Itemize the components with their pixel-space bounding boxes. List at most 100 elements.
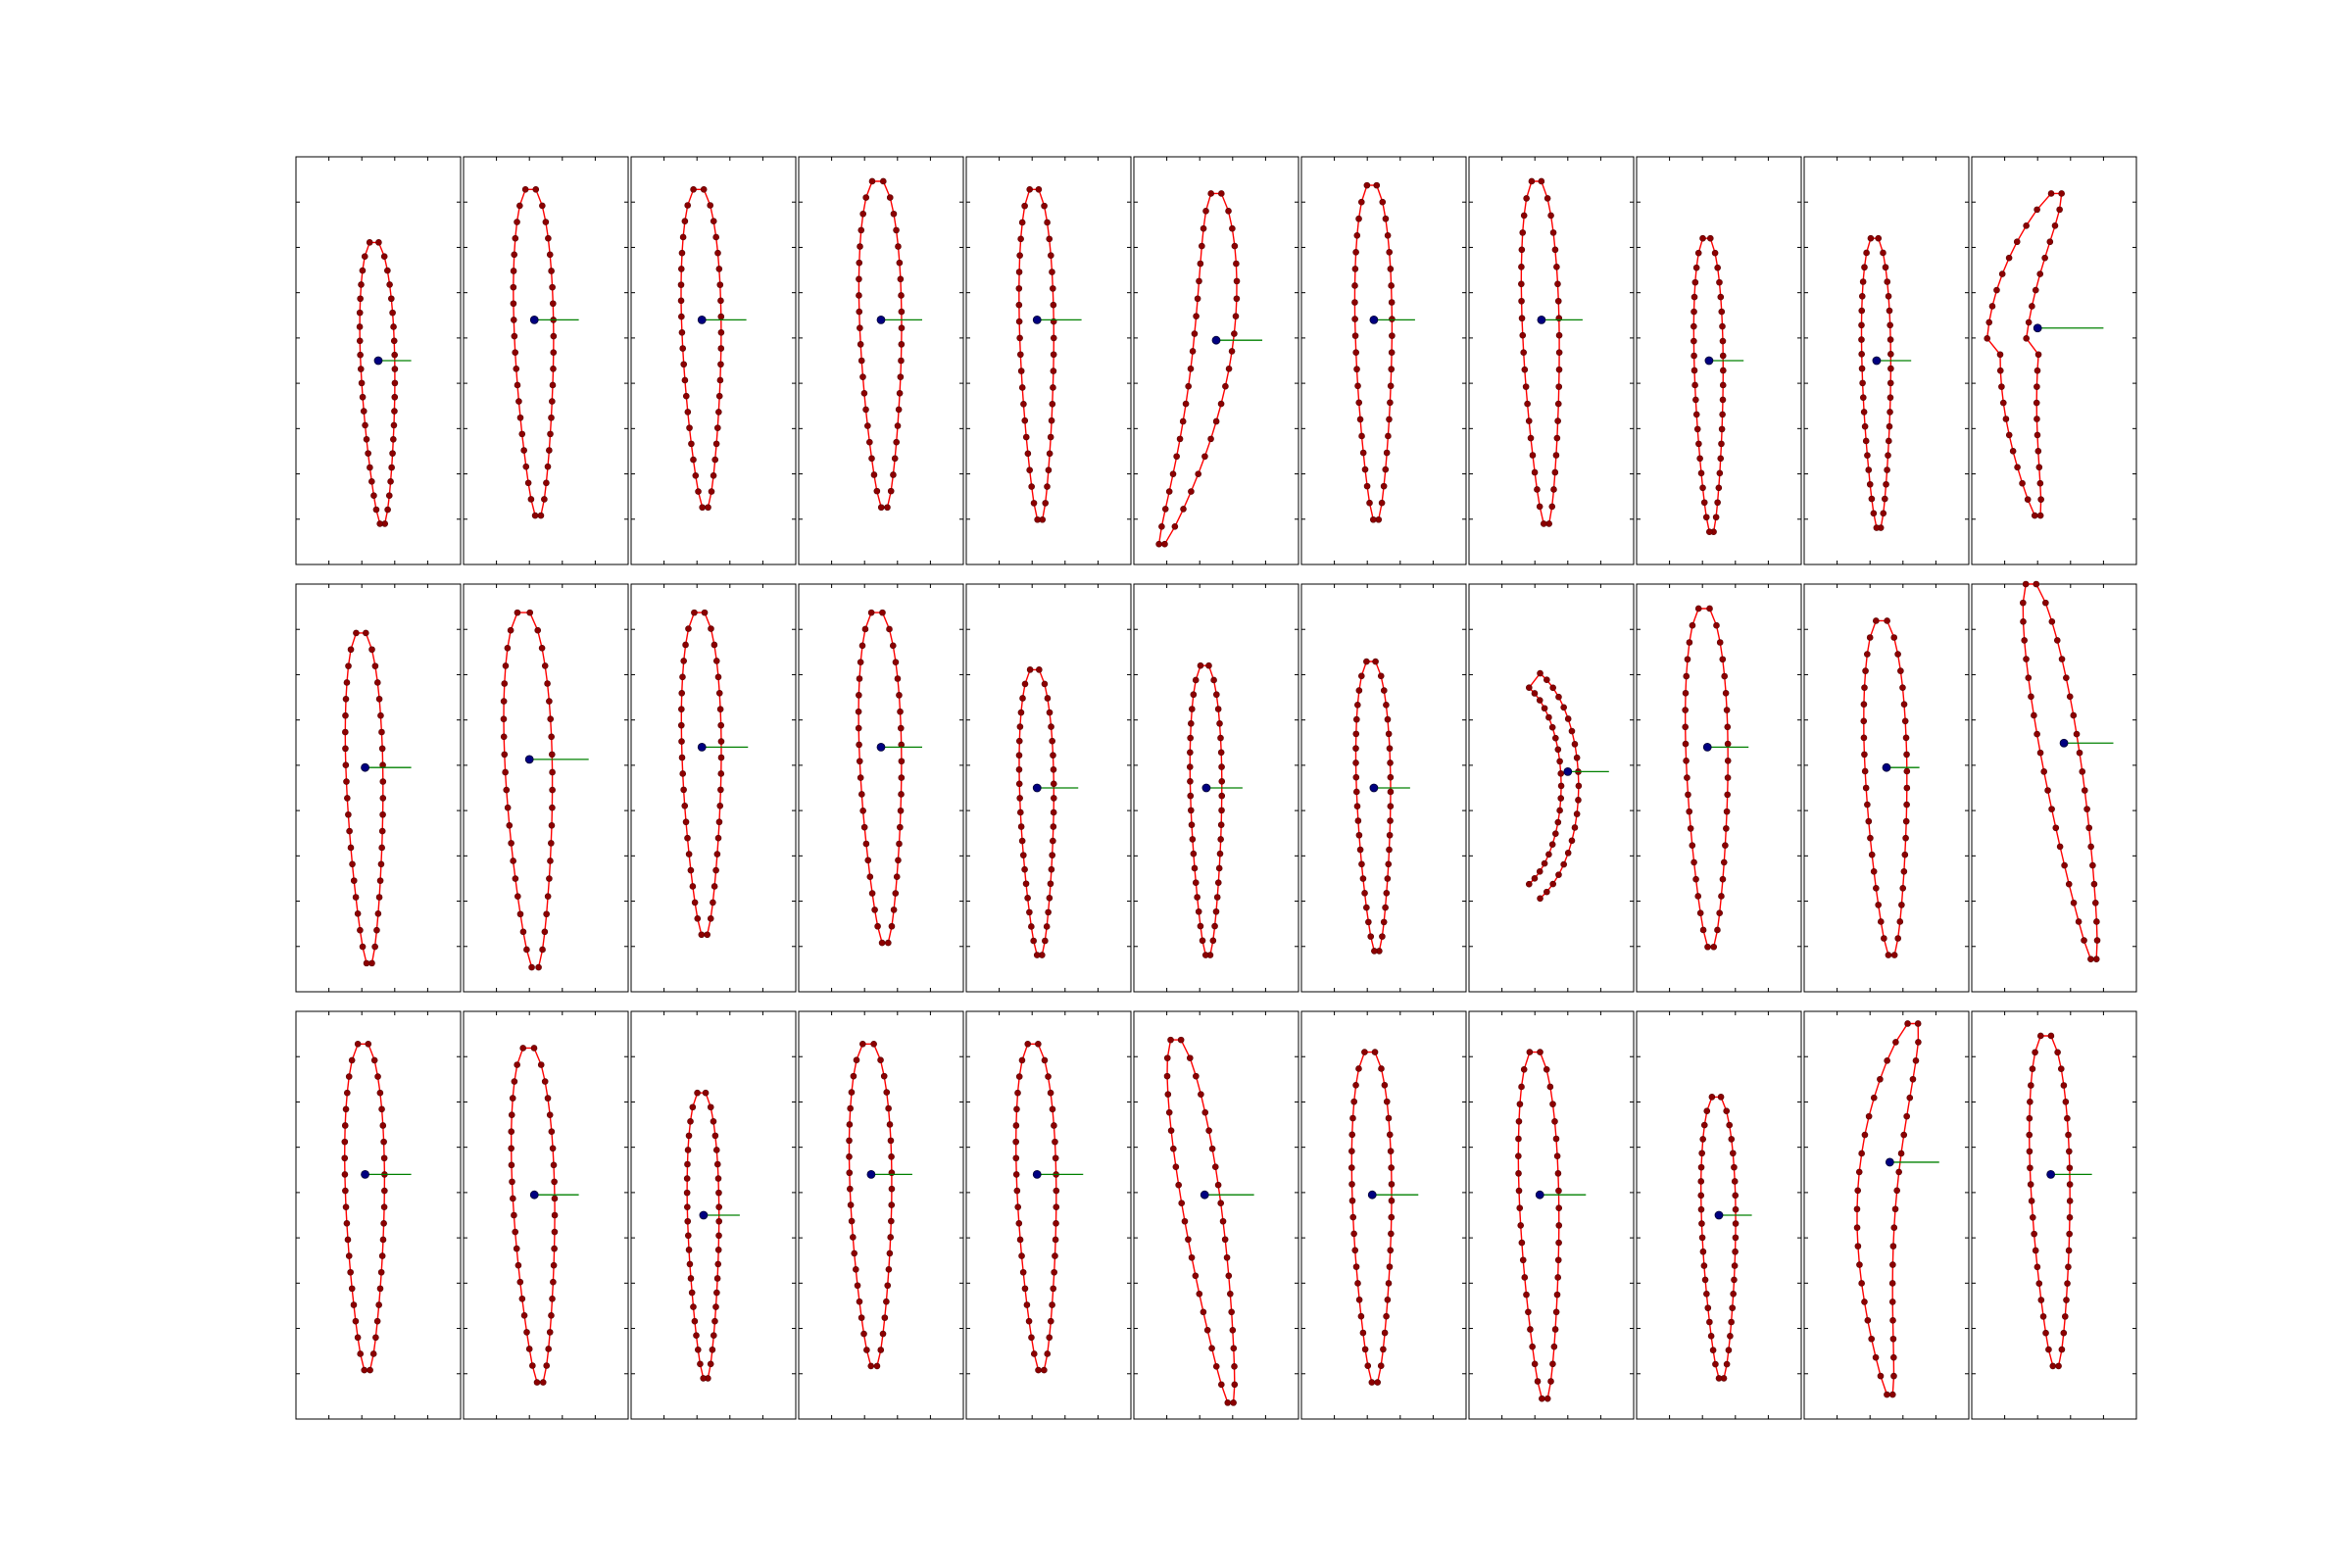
contour-point <box>1169 470 1177 477</box>
contour-point <box>2093 918 2100 925</box>
contour-point <box>1186 1054 1194 1061</box>
contour-point <box>1201 952 1209 958</box>
contour-point <box>2062 1099 2070 1105</box>
contour-point <box>716 281 724 288</box>
contour-point <box>1861 1131 1869 1139</box>
contour-point <box>388 295 395 303</box>
contour-point <box>1046 1334 1054 1342</box>
contour-point <box>548 268 555 274</box>
contour-point <box>708 488 715 495</box>
contour-point <box>1030 500 1038 507</box>
contour-point <box>1718 893 1725 900</box>
contour-point <box>695 488 702 495</box>
contour-point <box>1050 334 1057 342</box>
contour-point <box>1013 1187 1021 1195</box>
contour-point <box>384 506 391 514</box>
contour-point <box>682 818 690 826</box>
contour-point <box>1197 662 1204 669</box>
contour-point <box>710 641 718 649</box>
contour-point <box>679 770 687 777</box>
contour-point <box>547 430 554 438</box>
contour-point <box>2047 1032 2055 1040</box>
centroid-point <box>373 356 383 366</box>
contour-point <box>359 943 367 951</box>
contour-point <box>853 1056 860 1064</box>
contour-point <box>1375 515 1383 523</box>
contour-point <box>846 1137 853 1145</box>
contour-point <box>1695 440 1702 448</box>
contour-point <box>1188 821 1196 828</box>
contour-point <box>363 959 370 967</box>
contour-point <box>1225 208 1232 215</box>
contour-point <box>1882 264 1889 271</box>
contour-point <box>2029 1213 2036 1221</box>
contour-point <box>1534 1378 1542 1385</box>
contour-point <box>1730 1150 1737 1157</box>
contour-point <box>345 662 352 669</box>
contour-point <box>1167 1127 1175 1134</box>
contour-point <box>1016 1236 1024 1244</box>
contour-point <box>1187 792 1195 800</box>
contour-point <box>684 1232 692 1240</box>
contour-point <box>1210 676 1217 684</box>
contour-point <box>895 243 902 250</box>
contour-point <box>361 253 368 261</box>
contour-point <box>1682 740 1690 748</box>
contour-point <box>1906 1094 1914 1102</box>
contour-point <box>511 1211 517 1219</box>
contour-point <box>1549 684 1556 692</box>
contour-point <box>856 741 862 749</box>
contour-point <box>679 233 687 241</box>
contour-point <box>694 1089 701 1097</box>
contour-point <box>1684 656 1691 663</box>
contour-point <box>1230 1399 1237 1406</box>
contour-point <box>2079 768 2086 775</box>
contour-point <box>1700 1121 1708 1129</box>
contour-point <box>714 424 721 431</box>
contour-point <box>680 658 687 664</box>
contour-point <box>1880 510 1887 517</box>
contour-point <box>1716 639 1724 646</box>
contour-point <box>1044 1350 1052 1357</box>
contour-point <box>1361 890 1368 897</box>
contour-point <box>391 408 398 415</box>
contour-point <box>1018 219 1026 226</box>
contour-point <box>716 706 724 713</box>
contour-point <box>711 1132 719 1140</box>
contour-point <box>1195 470 1202 477</box>
contour-point <box>1699 926 1707 934</box>
contour-point <box>1035 185 1043 193</box>
contour-point <box>1233 277 1241 285</box>
contour-point <box>1012 1138 1019 1146</box>
contour-point <box>1896 918 1904 925</box>
contour-point <box>1046 709 1054 716</box>
contour-point <box>1534 486 1541 493</box>
contour-point <box>1351 1247 1359 1254</box>
contour-point <box>697 1360 704 1368</box>
contour-point <box>378 745 386 753</box>
contour-point <box>1867 234 1875 242</box>
contour-point <box>1021 680 1029 688</box>
contour-point <box>856 675 863 682</box>
contour-point <box>694 1346 702 1353</box>
contour-point <box>1864 651 1871 658</box>
contour-point <box>1380 1346 1387 1353</box>
contour-point <box>1351 282 1358 289</box>
contour-point <box>856 275 862 283</box>
contour-point <box>1575 797 1582 804</box>
contour-point <box>1194 295 1201 303</box>
contour-point <box>1218 807 1225 814</box>
contour-point <box>689 883 697 890</box>
contour-point <box>1555 1187 1562 1195</box>
contour-point <box>356 337 364 345</box>
contour-point <box>511 332 518 340</box>
contour-point <box>539 202 546 210</box>
contour-point <box>1214 1181 1222 1189</box>
contour-point <box>1728 1136 1736 1143</box>
contour-point <box>512 349 519 356</box>
contour-point <box>717 754 725 761</box>
contour-point <box>1191 330 1199 337</box>
contour-point <box>858 1314 865 1321</box>
contour-point <box>1017 823 1025 830</box>
contour-point <box>1518 264 1525 270</box>
